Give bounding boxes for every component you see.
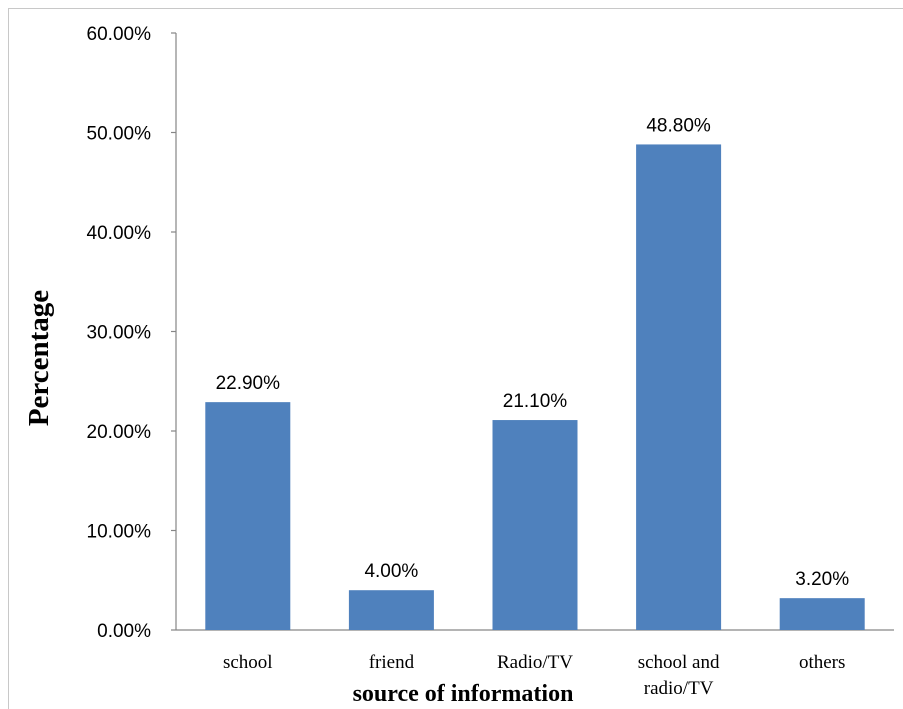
data-label: 4.00% [364,561,418,582]
labels: 0.00% 10.00% 20.00% 30.00% 40.00% 50.00% 60.00… [87,24,850,699]
data-label: 21.10% [503,391,568,412]
x-tick-label: Radio/TV [497,652,573,673]
x-tick-label: school and radio/TV [638,652,720,699]
bar [779,598,865,630]
y-tick-label: 30.00% [87,323,152,344]
x-tick-label: others [799,652,845,673]
chart-frame [8,8,903,709]
x-tick-label: friend [369,652,415,673]
data-label: 48.80% [646,115,711,136]
y-tick-label: 20.00% [87,422,152,443]
bar [205,402,291,630]
y-tick-label: 0.00% [97,621,151,642]
bar [348,590,434,630]
x-axis-title: source of information [353,681,574,707]
data-label: 3.20% [795,569,849,590]
y-tick-label: 60.00% [87,24,152,45]
bars [205,144,865,630]
y-tick-label: 10.00% [87,522,152,543]
y-tick-label: 50.00% [87,124,152,145]
y-axis-title: Percentage [23,290,55,426]
bar [492,420,578,630]
x-tick-label: school [223,652,273,673]
bar [636,144,722,630]
data-label: 22.90% [216,373,281,394]
y-tick-label: 40.00% [87,223,152,244]
